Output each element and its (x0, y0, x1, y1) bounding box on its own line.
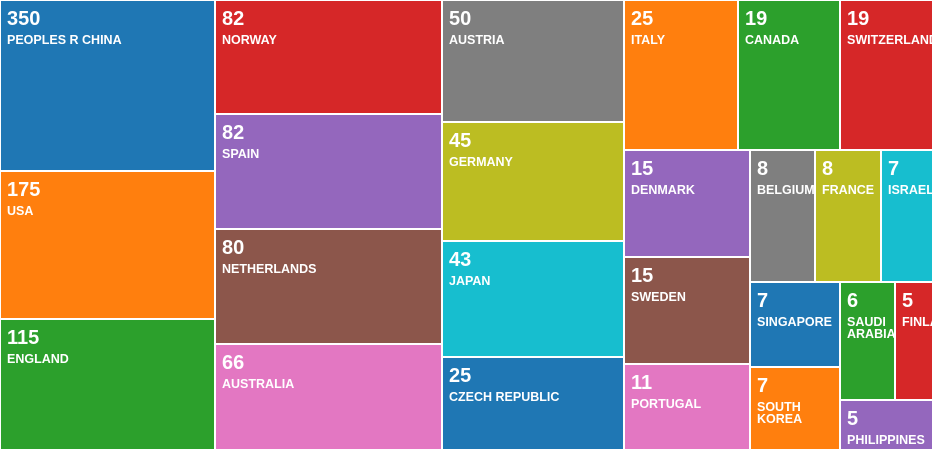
treemap-tile: 6 SAUDI ARABIA (840, 282, 895, 400)
treemap-tile: 15 DENMARK (624, 150, 750, 257)
tile-country-label: FINLAND (902, 315, 932, 329)
tile-value-label: 45 (449, 130, 472, 152)
tile-country-label: JAPAN (449, 274, 491, 288)
tile-value-label: 11 (631, 372, 653, 394)
tile-country-label: BELGIUM (757, 183, 815, 197)
tile-country-label: FRANCE (822, 183, 875, 197)
treemap-tile: 7 SOUTH KOREA (750, 367, 840, 450)
tile-value-label: 19 (847, 8, 870, 30)
tile-value-label: 25 (449, 365, 472, 387)
treemap-tile: 82 NORWAY (215, 0, 442, 114)
tile-value-label: 66 (222, 352, 245, 374)
treemap-tile: 7 ISRAEL (881, 150, 933, 282)
tile-value-label: 82 (222, 8, 245, 30)
treemap-tile: 66 AUSTRALIA (215, 344, 442, 450)
tile-value-label: 115 (7, 327, 40, 349)
tile-country-label: SWEDEN (631, 290, 686, 304)
tile-value-label: 350 (7, 8, 41, 30)
tile-country-label: DENMARK (631, 183, 695, 197)
tile-value-label: 175 (7, 179, 41, 201)
treemap-tile: 115 ENGLAND (0, 319, 215, 450)
treemap-tile: 11 PORTUGAL (624, 364, 750, 450)
tile-country-label: ENGLAND (7, 352, 69, 366)
tile-value-label: 25 (631, 8, 654, 30)
treemap-tile: 82 SPAIN (215, 114, 442, 229)
tile-value-label: 15 (631, 265, 654, 287)
tile-value-label: 50 (449, 8, 472, 30)
tile-value-label: 43 (449, 249, 472, 271)
tile-country-label: AUSTRALIA (222, 377, 295, 391)
treemap-tile: 25 ITALY (624, 0, 738, 150)
treemap-tile: 5 PHILIPPINES (840, 400, 933, 450)
tile-country-label: SINGAPORE (757, 315, 833, 329)
treemap-tile: 15 SWEDEN (624, 257, 750, 364)
tile-country-label: SPAIN (222, 147, 260, 161)
treemap-tile: 350 PEOPLES R CHINA (0, 0, 215, 171)
tile-value-label: 19 (745, 8, 768, 30)
tile-value-label: 82 (222, 122, 245, 144)
tile-country-label: PORTUGAL (631, 397, 702, 411)
tile-country-label: ISRAEL (888, 183, 933, 197)
treemap-tile: 5 FINLAND (895, 282, 933, 400)
tile-value-label: 7 (888, 158, 900, 180)
treemap-tile: 45 GERMANY (442, 122, 624, 241)
tile-value-label: 15 (631, 158, 654, 180)
tile-country-label: USA (7, 204, 34, 218)
tile-country-label: PEOPLES R CHINA (7, 33, 122, 47)
treemap-tile: 80 NETHERLANDS (215, 229, 442, 344)
tile-country-label: AUSTRIA (449, 33, 505, 47)
tile-value-label: 80 (222, 237, 245, 259)
tile-country-label: CZECH REPUBLIC (449, 390, 560, 404)
tile-value-label: 6 (847, 290, 859, 312)
tile-country-label: GERMANY (449, 155, 513, 169)
treemap-tile: 25 CZECH REPUBLIC (442, 357, 624, 450)
tile-country-label: CANADA (745, 33, 800, 47)
tile-value-label: 8 (757, 158, 769, 180)
tile-value-label: 5 (847, 408, 859, 430)
treemap-tile: 175 USA (0, 171, 215, 319)
treemap-tile: 19 SWITZERLAND (840, 0, 933, 150)
tile-value-label: 7 (757, 290, 769, 312)
tile-value-label: 5 (902, 290, 914, 312)
tile-country-label: SOUTH KOREA (757, 400, 803, 426)
tile-country-label: ITALY (631, 33, 666, 47)
treemap-tile: 50 AUSTRIA (442, 0, 624, 122)
tile-country-label: PHILIPPINES (847, 433, 925, 447)
treemap-tile: 19 CANADA (738, 0, 840, 150)
tile-value-label: 7 (757, 375, 769, 397)
tile-country-label: SAUDI ARABIA (847, 315, 895, 341)
treemap-tile: 43 JAPAN (442, 241, 624, 357)
treemap-tile: 8 FRANCE (815, 150, 881, 282)
treemap-tile: 7 SINGAPORE (750, 282, 840, 367)
treemap-tile: 8 BELGIUM (750, 150, 815, 282)
tile-value-label: 8 (822, 158, 834, 180)
tile-country-label: SWITZERLAND (847, 33, 933, 47)
tile-country-label: NORWAY (222, 33, 277, 47)
tile-country-label: NETHERLANDS (222, 262, 317, 276)
